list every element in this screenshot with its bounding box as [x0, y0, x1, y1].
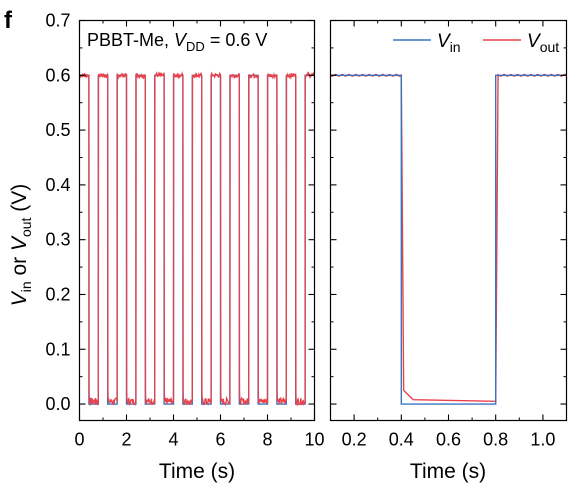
- legend-vin-sub: in: [450, 39, 461, 55]
- y-tick-label: 0.1: [45, 339, 70, 359]
- y-tick-label: 0.7: [45, 11, 70, 31]
- y-title-mid: or: [8, 251, 31, 281]
- left-plot-frame: [80, 21, 315, 421]
- x-tick-label: 0.8: [483, 430, 508, 450]
- x-tick-label: 1.0: [530, 430, 555, 450]
- x-tick-label: 0.2: [342, 430, 367, 450]
- right-y-ticks: [331, 21, 567, 405]
- y-title-suffix: (V): [8, 184, 31, 218]
- x-tick-label: 0.4: [389, 430, 414, 450]
- y-title-sub2: out: [18, 217, 34, 237]
- x-tick-label: 0.6: [436, 430, 461, 450]
- right-x-axis-title: Time (s): [410, 460, 486, 483]
- left-y-ticks: 0.0 0.1 0.2 0.3 0.4 0.5 0.6 0.7: [45, 11, 314, 415]
- x-tick-label: 0: [74, 430, 84, 450]
- panel-letter: f: [4, 7, 13, 34]
- x-tick-label: 8: [262, 430, 272, 450]
- right-x-ticks: 0.2 0.4 0.6 0.8 1.0: [342, 21, 556, 450]
- legend-label-vin: Vin: [437, 31, 461, 55]
- y-tick-label: 0.6: [45, 65, 70, 85]
- y-tick-label: 0.3: [45, 230, 70, 250]
- right-series-vout-line: [331, 74, 567, 401]
- legend-vout-sub: out: [540, 39, 560, 55]
- y-tick-label: 0.5: [45, 120, 70, 140]
- x-tick-label: 4: [168, 430, 178, 450]
- left-series-group: [80, 73, 315, 404]
- y-title-sub1: in: [18, 281, 34, 292]
- x-tick-label: 2: [121, 430, 131, 450]
- left-x-axis-title: Time (s): [159, 460, 235, 483]
- right-panel: 0.2 0.4 0.6 0.8 1.0 Vin Vout Time (s): [331, 21, 567, 484]
- annotation-suffix: = 0.6 V: [205, 30, 268, 50]
- annotation-sub: DD: [186, 39, 205, 54]
- right-series-group: [331, 74, 567, 404]
- y-axis-title: Vin or Vout (V): [8, 184, 34, 307]
- annotation-prefix: PBBT-Me,: [87, 30, 174, 50]
- y-tick-label: 0.2: [45, 284, 70, 304]
- device-annotation: PBBT-Me, VDD = 0.6 V: [87, 30, 267, 54]
- y-tick-label: 0.4: [45, 175, 70, 195]
- right-plot-frame: [331, 21, 567, 421]
- left-series-vin-line: [80, 75, 315, 404]
- y-tick-label: 0.0: [45, 394, 70, 414]
- left-panel: 0.0 0.1 0.2 0.3 0.4 0.5 0.6 0.7 0 2 4 6 8 10 PBBT-Me…: [45, 11, 324, 484]
- x-tick-label: 6: [215, 430, 225, 450]
- x-tick-label: 10: [304, 430, 324, 450]
- left-series-vout-line: [80, 73, 315, 404]
- right-series-vin-line: [331, 75, 567, 404]
- legend: Vin Vout: [393, 31, 559, 55]
- legend-label-vout: Vout: [527, 31, 559, 55]
